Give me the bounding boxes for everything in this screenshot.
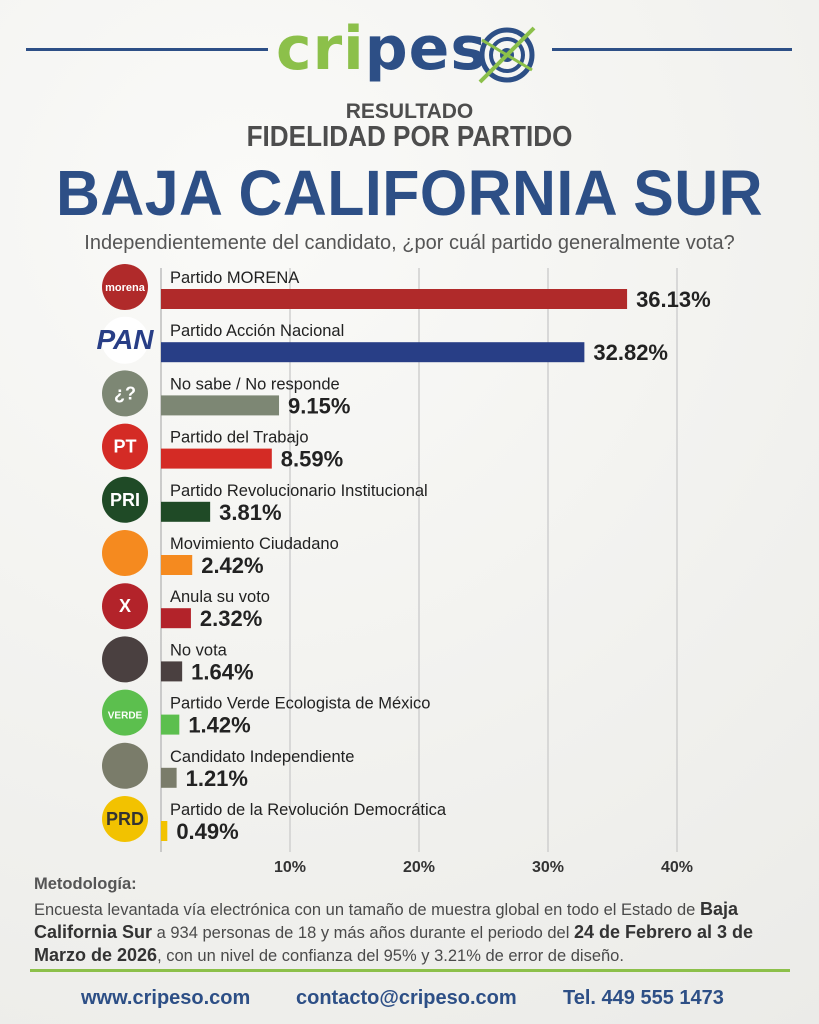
footer-email[interactable]: contacto@cripeso.com [296, 987, 517, 1009]
target-crosshair-icon [478, 26, 536, 84]
bar-category-label: No sabe / No responde [170, 375, 340, 393]
bar [161, 608, 191, 629]
bar-value-label: 9.15% [288, 393, 350, 418]
mc-logo-icon [102, 530, 148, 576]
footer-divider [30, 969, 790, 972]
person-icon [102, 742, 148, 789]
bar-value-label: 32.82% [593, 340, 668, 365]
bar-category-label: Candidato Independiente [170, 748, 354, 766]
bar-value-label: 1.64% [191, 659, 253, 684]
bar-value-label: 8.59% [281, 447, 343, 472]
ballot-box-icon [102, 636, 148, 683]
pan-logo-icon: PAN [96, 316, 154, 364]
pt-logo-icon: PT [102, 423, 148, 470]
question-icon: ¿? [102, 370, 148, 417]
methodology-text-2: a 934 personas de 18 y más años durante … [152, 924, 574, 942]
bar-category-label: Partido Verde Ecologista de México [170, 695, 430, 713]
footer-website[interactable]: www.cripeso.com [81, 987, 251, 1009]
survey-question: Independientemente del candidato, ¿por c… [84, 232, 735, 254]
svg-text:PRI: PRI [110, 490, 140, 510]
methodology-period: 24 de Febrero al 3 de Marzo de 2026 [34, 922, 754, 965]
bar-value-label: 1.21% [186, 766, 248, 791]
pre-title-fidelity: FIDELIDAD POR PARTIDO [246, 121, 573, 153]
bar-value-label: 3.81% [219, 500, 281, 525]
pre-title-result: RESULTADO [345, 100, 474, 123]
methodology-text-3: , con un nivel de confianza del 95% y 3.… [157, 947, 624, 965]
svg-text:PAN: PAN [96, 324, 154, 355]
bar-value-label: 1.42% [188, 713, 250, 738]
bar-category-label: Partido de la Revolución Democrática [170, 801, 447, 819]
methodology-state: Baja California Sur [34, 899, 738, 942]
bar-value-label: 36.13% [636, 287, 711, 312]
x-tick-label: 20% [403, 859, 435, 876]
methodology-text-1: Encuesta levantada vía electrónica con u… [34, 901, 700, 919]
svg-text:PRD: PRD [106, 809, 144, 829]
methodology: Metodología: Encuesta levantada vía elec… [34, 873, 794, 967]
x-tick-label: 10% [274, 859, 306, 876]
prd-logo-icon: PRD [102, 796, 148, 842]
bar [161, 395, 280, 416]
svg-text:VERDE: VERDE [108, 711, 143, 722]
brand-logo: cripes [0, 10, 819, 88]
brand-text-part2: pes [364, 14, 488, 84]
svg-text:PT: PT [113, 437, 136, 457]
page-title: BAJA CALIFORNIA SUR [55, 157, 764, 229]
bar-value-label: 2.42% [201, 553, 263, 578]
bar-category-label: Anula su voto [170, 588, 270, 606]
bar [161, 448, 272, 469]
verde-logo-icon: VERDE [102, 689, 148, 736]
bar [161, 714, 180, 735]
bar [161, 767, 177, 788]
bar-value-label: 0.49% [176, 819, 238, 844]
header-line-right [552, 48, 792, 51]
svg-text:morena: morena [105, 282, 146, 294]
bar [161, 501, 211, 522]
bar [161, 342, 585, 363]
x-tick-label: 30% [532, 859, 564, 876]
bar [161, 821, 168, 841]
bar [161, 555, 193, 575]
pri-logo-icon: PRI [102, 476, 148, 523]
bar-value-label: 2.32% [200, 606, 262, 631]
bar-category-label: Movimiento Ciudadano [170, 535, 339, 553]
bar [161, 289, 628, 309]
brand-text-part1: cri [276, 14, 365, 84]
bar-category-label: Partido Revolucionario Institucional [170, 482, 428, 500]
bar-category-label: No vota [170, 641, 228, 659]
bar-category-label: Partido Acción Nacional [170, 322, 344, 340]
bar-category-label: Partido del Trabajo [170, 429, 309, 447]
methodology-heading: Metodología: [34, 875, 137, 893]
header-line-left [26, 48, 268, 51]
svg-text:X: X [119, 596, 131, 616]
bar-category-label: Partido MORENA [170, 269, 299, 287]
bar [161, 661, 183, 682]
x-tick-label: 40% [661, 859, 693, 876]
morena-logo-icon: morena [102, 264, 148, 310]
footer-phone: Tel. 449 555 1473 [563, 987, 724, 1009]
cancel-x-icon: X [102, 583, 148, 630]
svg-text:¿?: ¿? [114, 383, 136, 403]
